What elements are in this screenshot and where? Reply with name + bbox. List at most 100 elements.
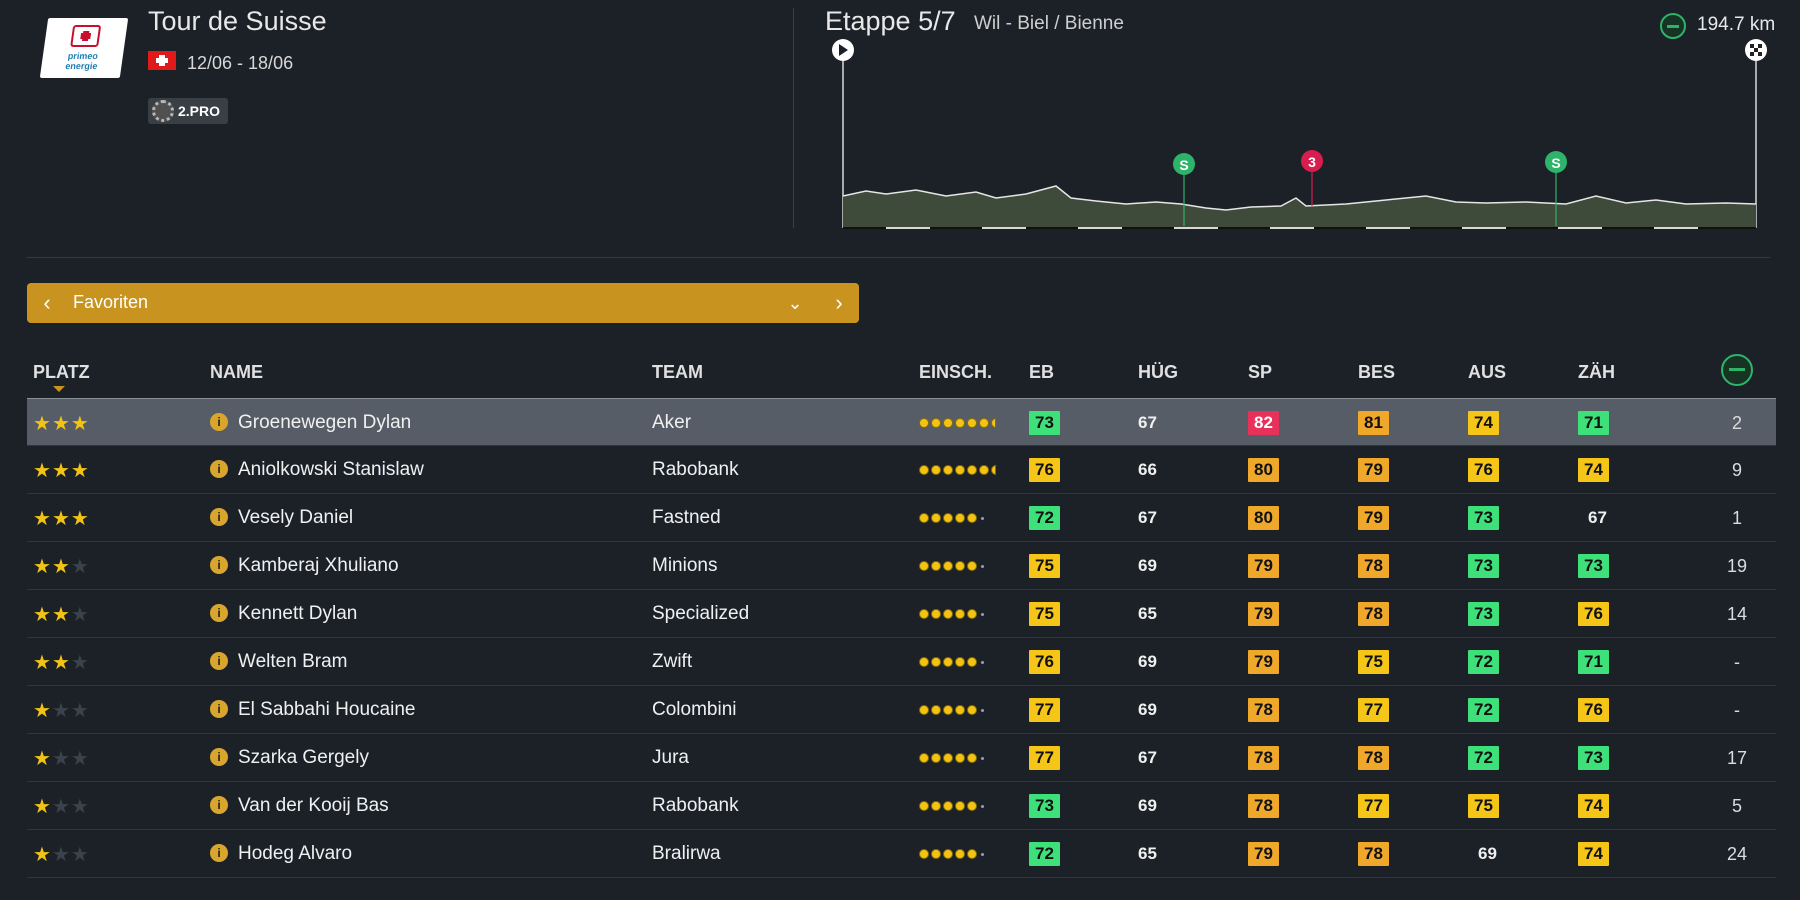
col-einsch[interactable]: EINSCH. — [919, 362, 993, 382]
col-name[interactable]: NAME — [210, 362, 263, 382]
star-filled-icon: ★ — [33, 651, 52, 674]
sprint-1-label: S — [1179, 157, 1188, 173]
stat-eb: 73 — [1029, 399, 1060, 447]
stat-bes: 77 — [1358, 782, 1389, 830]
rider-name[interactable]: Hodeg Alvaro — [238, 843, 353, 864]
rider-rank: 17 — [1726, 747, 1748, 768]
rating-dot-icon — [919, 705, 929, 715]
rating-dot-icon — [955, 465, 965, 475]
stat-zah-value: 73 — [1578, 746, 1609, 770]
stat-bes-value: 77 — [1358, 698, 1389, 722]
stat-hug: 66 — [1128, 446, 1157, 494]
stat-zah-value: 76 — [1578, 602, 1609, 626]
elevation-line — [842, 185, 1757, 211]
chevron-right-icon[interactable]: › — [835, 290, 843, 315]
star-filled-icon: ★ — [33, 795, 52, 818]
rider-name[interactable]: Aniolkowski Stanislaw — [238, 459, 424, 480]
chevron-left-icon[interactable]: ‹ — [43, 290, 51, 315]
table-row[interactable]: ★ ★ ★ i Hodeg Alvaro Bralirwa 72 65 79 78 69 74 24 — [27, 830, 1776, 878]
rating-dot-icon — [967, 609, 977, 619]
rider-stars: ★ ★ ★ — [33, 446, 90, 494]
table-row[interactable]: ★ ★ ★ i Szarka Gergely Jura 77 67 78 78 72 73 17 — [27, 734, 1776, 782]
rating-empty-dot-icon — [981, 804, 984, 808]
info-icon[interactable]: i — [210, 413, 228, 431]
stat-sp-value: 79 — [1248, 554, 1279, 578]
stat-sp-value: 78 — [1248, 746, 1279, 770]
table-row[interactable]: ★ ★ ★ i El Sabbahi Houcaine Colombini 77 69 78 77… — [27, 686, 1776, 734]
stat-hug: 69 — [1128, 542, 1157, 590]
info-icon[interactable]: i — [210, 748, 228, 766]
rider-name[interactable]: El Sabbahi Houcaine — [238, 699, 416, 720]
rider-rating — [919, 399, 996, 447]
rating-dot-icon — [979, 465, 989, 475]
col-team[interactable]: TEAM — [652, 362, 703, 382]
col-aus[interactable]: AUS — [1468, 362, 1507, 382]
favorites-selector[interactable]: ‹ Favoriten ⌄ › — [27, 283, 859, 323]
rider-name[interactable]: Welten Bram — [238, 651, 348, 672]
header-divider-vertical — [793, 8, 794, 228]
col-sp[interactable]: SP — [1248, 362, 1273, 382]
info-icon[interactable]: i — [210, 604, 228, 622]
col-hug[interactable]: HÜG — [1138, 362, 1178, 382]
table-row[interactable]: ★ ★ ★ i Van der Kooij Bas Rabobank 73 69 78 77 75 7… — [27, 782, 1776, 830]
stat-eb-value: 73 — [1029, 794, 1060, 818]
stat-aus-value: 73 — [1468, 602, 1499, 626]
table-row[interactable]: ★ ★ ★ i Welten Bram Zwift 76 69 79 75 72 71- — [27, 638, 1776, 686]
selector-label: Favoriten — [73, 292, 149, 312]
rider-name[interactable]: Szarka Gergely — [238, 747, 369, 768]
stat-zah: 71 — [1578, 399, 1609, 447]
rider-name[interactable]: Kamberaj Xhuliano — [238, 555, 399, 576]
stat-eb: 77 — [1029, 686, 1060, 734]
stat-bes-value: 79 — [1358, 458, 1389, 482]
sprint-2-icon[interactable] — [1545, 151, 1567, 173]
table-row[interactable]: ★ ★ ★ i Kennett Dylan Specialized 75 65 79 78 73 76… — [27, 590, 1776, 638]
sprint-1-icon[interactable] — [1173, 153, 1195, 175]
info-icon[interactable]: i — [210, 556, 228, 574]
stat-zah: 73 — [1578, 542, 1609, 590]
rating-dot-icon — [955, 418, 965, 428]
star-filled-icon: ★ — [33, 507, 52, 530]
rider-rating — [919, 782, 984, 830]
rider-stars: ★ ★ ★ — [33, 399, 90, 447]
col-bes[interactable]: BES — [1358, 362, 1396, 382]
col-eb[interactable]: EB — [1029, 362, 1055, 382]
rider-team: Specialized — [652, 603, 750, 624]
chevron-down-icon[interactable]: ⌄ — [787, 292, 803, 313]
stat-sp: 79 — [1248, 590, 1279, 638]
rider-name[interactable]: Kennett Dylan — [238, 603, 358, 624]
table-row[interactable]: ★ ★ ★ i Aniolkowski Stanislaw Rabobank 76 66 80 7… — [27, 446, 1776, 494]
info-icon[interactable]: i — [210, 460, 228, 478]
rider-name[interactable]: Van der Kooij Bas — [238, 795, 389, 816]
info-icon[interactable]: i — [210, 700, 228, 718]
radio-filter-icon[interactable] — [1721, 354, 1753, 386]
stat-aus: 73 — [1468, 542, 1499, 590]
star-empty-icon: ★ — [70, 651, 90, 674]
stat-hug-value: 67 — [1138, 508, 1157, 527]
rating-dot-icon — [967, 418, 977, 428]
info-icon[interactable]: i — [210, 508, 228, 526]
rating-dot-icon — [943, 609, 953, 619]
col-zah[interactable]: ZÄH — [1578, 362, 1615, 382]
table-row[interactable]: ★ ★ ★ i Groenewegen Dylan Aker 73 67 82 81 74 71 2 — [27, 398, 1776, 446]
stat-aus: 69 — [1468, 830, 1497, 878]
rating-dot-icon — [955, 753, 965, 763]
stat-eb: 72 — [1029, 494, 1060, 542]
rating-dot-icon — [955, 513, 965, 523]
rider-team: Zwift — [652, 651, 693, 672]
info-icon[interactable]: i — [210, 796, 228, 814]
stat-sp-value: 78 — [1248, 794, 1279, 818]
col-platz[interactable]: PLATZ — [33, 362, 90, 382]
stat-aus: 73 — [1468, 590, 1499, 638]
table-row[interactable]: ★ ★ ★ i Kamberaj Xhuliano Minions 75 69 79 78 73 73… — [27, 542, 1776, 590]
stat-eb-value: 73 — [1029, 411, 1060, 435]
race-logo-sponsor: primeo energie — [65, 51, 100, 71]
rider-name[interactable]: Groenewegen Dylan — [238, 412, 412, 433]
stat-hug: 67 — [1128, 734, 1157, 782]
stage-label: Etappe 5/7 — [825, 6, 956, 36]
stat-bes: 78 — [1358, 542, 1389, 590]
info-icon[interactable]: i — [210, 652, 228, 670]
climb-cat3-icon[interactable] — [1301, 150, 1323, 172]
table-row[interactable]: ★ ★ ★ i Vesely Daniel Fastned 72 67 80 79 73 67 1 — [27, 494, 1776, 542]
info-icon[interactable]: i — [210, 844, 228, 862]
rider-name[interactable]: Vesely Daniel — [238, 507, 354, 528]
